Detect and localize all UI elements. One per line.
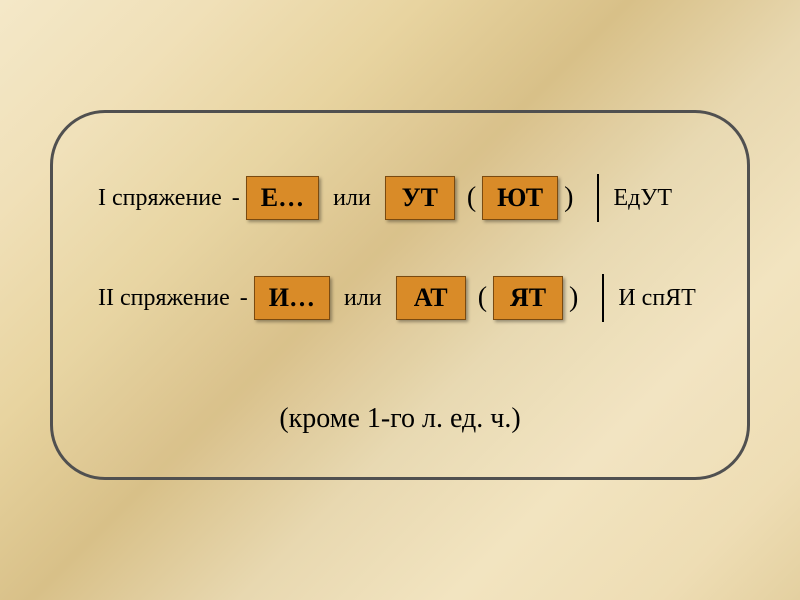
paren-open: ( <box>478 282 487 314</box>
mnemonic-1: ЕдУТ <box>613 185 672 212</box>
conj-label: II спряжение <box>98 285 230 312</box>
mnemo-prefix: Ед <box>613 185 640 211</box>
or-text: или <box>344 285 382 312</box>
or-text: или <box>333 185 371 212</box>
paren-close: ) <box>564 182 573 214</box>
mnemo-prefix: И сп <box>618 285 665 311</box>
chip-i: И… <box>254 276 330 320</box>
chip-ut: УТ <box>385 176 455 220</box>
paren-close: ) <box>569 282 578 314</box>
dash: - <box>232 185 240 212</box>
footer-note: (кроме 1-го л. ед. ч.) <box>53 403 747 435</box>
chip-yat: ЯТ <box>493 276 563 320</box>
row-conjugation-2: II спряжение - И… или АТ ( ЯТ ) И спЯТ <box>98 273 727 323</box>
dash: - <box>240 285 248 312</box>
grammar-panel: I спряжение - Е… или УТ ( ЮТ ) ЕдУТ II с… <box>50 110 750 480</box>
mnemo-caps: ЯТ <box>665 285 696 311</box>
mnemonic-2: И спЯТ <box>618 285 696 312</box>
conj-label: I спряжение <box>98 185 222 212</box>
separator <box>597 174 599 222</box>
mnemo-caps: УТ <box>640 185 672 211</box>
chip-yut: ЮТ <box>482 176 558 220</box>
separator <box>602 274 604 322</box>
chip-at: АТ <box>396 276 466 320</box>
chip-e: Е… <box>246 176 319 220</box>
row-conjugation-1: I спряжение - Е… или УТ ( ЮТ ) ЕдУТ <box>98 173 727 223</box>
paren-open: ( <box>467 182 476 214</box>
